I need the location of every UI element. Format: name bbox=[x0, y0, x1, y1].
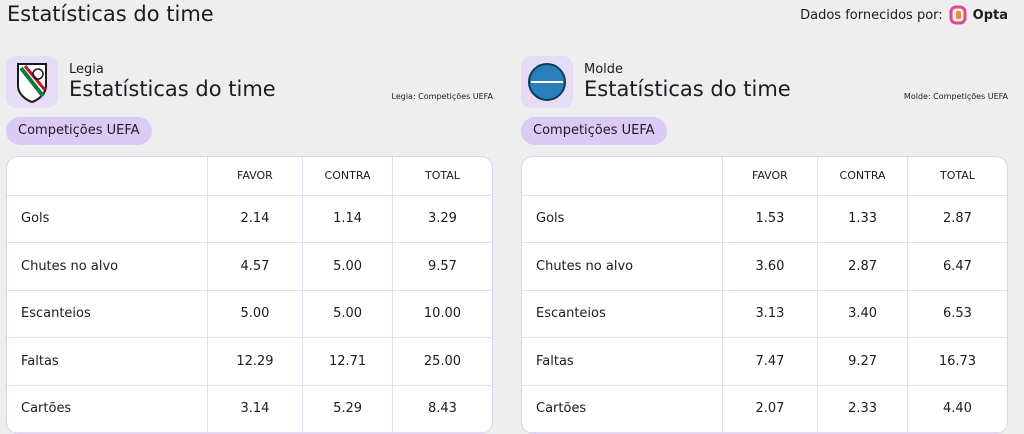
stat-cell: 12.71 bbox=[302, 337, 393, 386]
row-label: Faltas bbox=[522, 337, 723, 386]
header-cell: FAVOR bbox=[722, 157, 819, 196]
stat-row: Chutes no alvo 3.60 2.87 6.47 bbox=[522, 242, 1007, 291]
stat-row: Escanteios 5.00 5.00 10.00 bbox=[7, 290, 492, 338]
stat-cell: 3.14 bbox=[207, 385, 304, 433]
stat-cell: 3.29 bbox=[392, 195, 492, 243]
stat-cell: 2.87 bbox=[817, 242, 908, 291]
panel-title: Estatísticas do time bbox=[584, 77, 791, 101]
stat-row: Chutes no alvo 4.57 5.00 9.57 bbox=[7, 242, 492, 291]
row-label: Gols bbox=[522, 195, 723, 243]
stat-cell: 10.00 bbox=[392, 290, 492, 338]
stat-row: Cartões 2.07 2.33 4.40 bbox=[522, 385, 1007, 433]
competition-pill[interactable]: Competições UEFA bbox=[521, 117, 667, 145]
stat-cell: 2.14 bbox=[207, 195, 304, 243]
stat-cell: 8.43 bbox=[392, 385, 492, 433]
header-row: FAVOR CONTRA TOTAL bbox=[522, 157, 1007, 196]
stat-cell: 9.27 bbox=[817, 337, 908, 386]
stat-row: Gols 1.53 1.33 2.87 bbox=[522, 195, 1007, 243]
row-label: Escanteios bbox=[7, 290, 208, 338]
team-logo bbox=[6, 56, 58, 108]
stat-row: Faltas 12.29 12.71 25.00 bbox=[7, 337, 492, 386]
team-name: Molde bbox=[584, 62, 624, 77]
team-name: Legia bbox=[69, 62, 104, 77]
row-label: Escanteios bbox=[522, 290, 723, 338]
row-label: Chutes no alvo bbox=[7, 242, 208, 291]
provider-text: Dados fornecidos por: bbox=[800, 7, 943, 23]
stat-cell: 2.87 bbox=[907, 195, 1007, 243]
stat-cell: 9.57 bbox=[392, 242, 492, 291]
provider: Dados fornecidos por: Opta bbox=[800, 5, 1008, 25]
stat-cell: 7.47 bbox=[722, 337, 819, 386]
header-cell: TOTAL bbox=[392, 157, 492, 196]
stat-row: Faltas 7.47 9.27 16.73 bbox=[522, 337, 1007, 386]
stat-cell: 6.47 bbox=[907, 242, 1007, 291]
stat-cell: 5.00 bbox=[207, 290, 304, 338]
stat-cell: 1.14 bbox=[302, 195, 393, 243]
stat-cell: 5.00 bbox=[302, 242, 393, 291]
stat-cell: 2.07 bbox=[722, 385, 819, 433]
stat-cell: 1.53 bbox=[722, 195, 819, 243]
source-note: Legia: Competições UEFA bbox=[391, 92, 494, 101]
stat-cell: 1.33 bbox=[817, 195, 908, 243]
row-label: Cartões bbox=[7, 385, 208, 433]
team-panel: Legia Estatísticas do time Legia: Competiç… bbox=[6, 56, 493, 434]
provider-logo: Opta bbox=[972, 7, 1008, 23]
stat-cell: 3.60 bbox=[722, 242, 819, 291]
table: FAVOR CONTRA TOTAL Gols 1.53 1.33 2.87 Chutes n… bbox=[522, 157, 1007, 433]
competition-pill[interactable]: Competições UEFA bbox=[6, 117, 152, 145]
table: FAVOR CONTRA TOTAL Gols 2.14 1.14 3.29 Chutes n… bbox=[7, 157, 492, 433]
header-cell: CONTRA bbox=[302, 157, 393, 196]
stat-cell: 3.13 bbox=[722, 290, 819, 338]
stat-cell: 3.40 bbox=[817, 290, 908, 338]
page-title: Estatísticas do time bbox=[7, 2, 214, 26]
stat-cell: 16.73 bbox=[907, 337, 1007, 386]
panel-title: Estatísticas do time bbox=[69, 77, 276, 101]
header-cell: FAVOR bbox=[207, 157, 304, 196]
provider-icon bbox=[949, 5, 967, 25]
team-logo bbox=[521, 56, 573, 108]
stat-cell: 5.00 bbox=[302, 290, 393, 338]
row-label: Cartões bbox=[522, 385, 723, 433]
team-panel: Molde Estatísticas do time Molde: Competiç… bbox=[521, 56, 1008, 434]
stat-row: Gols 2.14 1.14 3.29 bbox=[7, 195, 492, 243]
stat-cell: 2.33 bbox=[817, 385, 908, 433]
stat-cell: 4.40 bbox=[907, 385, 1007, 433]
stats-table: FAVOR CONTRA TOTAL Gols 2.14 1.14 3.29 Chutes n… bbox=[6, 156, 493, 434]
stat-cell: 25.00 bbox=[392, 337, 492, 386]
stat-cell: 4.57 bbox=[207, 242, 304, 291]
stats-table: FAVOR CONTRA TOTAL Gols 1.53 1.33 2.87 Chutes n… bbox=[521, 156, 1008, 434]
stat-cell: 5.29 bbox=[302, 385, 393, 433]
header-cell: CONTRA bbox=[817, 157, 908, 196]
stat-cell: 6.53 bbox=[907, 290, 1007, 338]
row-label: Chutes no alvo bbox=[522, 242, 723, 291]
stat-row: Cartões 3.14 5.29 8.43 bbox=[7, 385, 492, 433]
row-label: Gols bbox=[7, 195, 208, 243]
header-row: FAVOR CONTRA TOTAL bbox=[7, 157, 492, 196]
row-label: Faltas bbox=[7, 337, 208, 386]
source-note: Molde: Competições UEFA bbox=[903, 92, 1008, 101]
stat-cell: 12.29 bbox=[207, 337, 304, 386]
header-cell: TOTAL bbox=[907, 157, 1007, 196]
stat-row: Escanteios 3.13 3.40 6.53 bbox=[522, 290, 1007, 338]
header-cell bbox=[7, 157, 208, 196]
header-cell bbox=[522, 157, 723, 196]
